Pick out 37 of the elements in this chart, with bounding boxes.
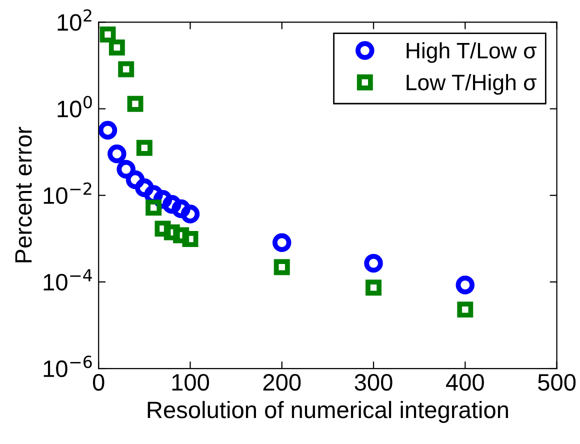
- y-axis-title: Percent error: [15, 126, 32, 262]
- x-tick-label: 200: [263, 374, 301, 391]
- point: [180, 204, 200, 224]
- y-tick-label: 10$^{−4}$: [44, 269, 92, 291]
- y-tick-label: 10$^{0}$: [58, 96, 92, 118]
- point: [118, 61, 134, 78]
- point: [162, 194, 182, 214]
- point: [108, 40, 125, 56]
- legend-label: High T/Low σ: [406, 42, 536, 63]
- x-tick-label: 500: [538, 374, 576, 391]
- x-tick-label: 400: [446, 374, 484, 391]
- y-tick-label: 10$^{−6}$: [44, 356, 92, 378]
- point: [182, 231, 198, 248]
- point: [456, 276, 475, 294]
- point: [100, 26, 116, 42]
- legend-label: Low T/High σ: [406, 74, 536, 95]
- x-tick-label: 300: [354, 374, 392, 391]
- point: [274, 259, 290, 276]
- point: [116, 160, 136, 179]
- point: [366, 280, 382, 296]
- x-tick-label: 0: [92, 374, 104, 391]
- y-tick-label: 10$^{−2}$: [44, 182, 92, 204]
- y-tick-label: 10$^{2}$: [58, 9, 92, 31]
- point: [272, 233, 292, 252]
- point: [146, 200, 162, 216]
- point: [457, 302, 474, 318]
- point: [136, 140, 152, 156]
- point: [108, 144, 126, 164]
- point: [127, 96, 144, 112]
- point: [172, 199, 190, 218]
- point: [126, 170, 145, 190]
- point: [154, 220, 171, 237]
- x-tick-label: 100: [172, 374, 210, 391]
- point: [98, 120, 118, 140]
- point: [135, 178, 154, 198]
- x-axis-title: Resolution of numerical integration: [148, 400, 508, 423]
- point: [364, 254, 383, 273]
